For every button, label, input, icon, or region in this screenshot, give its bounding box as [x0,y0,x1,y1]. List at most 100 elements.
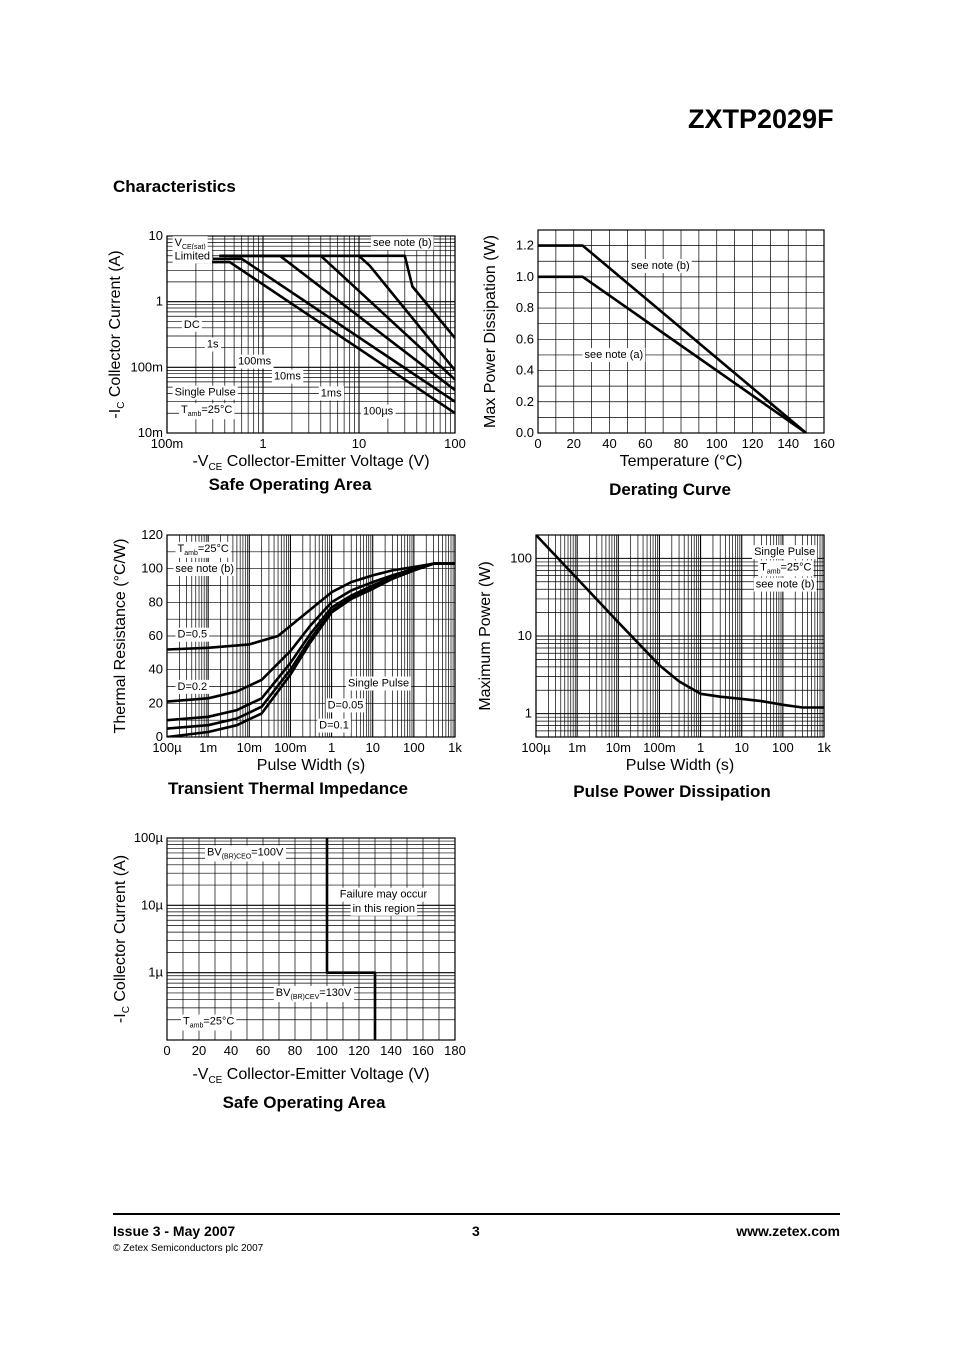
derating-x-tick-label-1: 20 [567,436,581,451]
derating-y-tick-label-6: 1.2 [516,238,534,253]
soa2-annotation-3: BV(BR)CEV=130V [273,986,355,1003]
thermal-x-tick-label-1: 1m [199,740,217,755]
soa1-annotation-10: Tamb=25°C [179,403,235,420]
soa1-y-tick-label-0: 10m [138,425,163,440]
derating-series-line-0 [538,244,807,433]
soa1-annotation-1: Limited [172,249,213,264]
soa1-y-tick-label-2: 1 [156,294,163,309]
derating-x-tick-label-6: 120 [742,436,764,451]
soa1-annotation-text-3: DC [184,319,200,331]
pulse-x-tick-label-6: 100 [772,740,794,755]
thermal-y-tick-label-4: 80 [149,594,163,609]
soa2-annotation-text-1: Failure may occur [340,889,428,901]
pulse-x-tick-label-1: 1m [568,740,586,755]
thermal-annotation-3: D=0.2 [175,679,210,694]
pulse-annotation-2: see note (b) [753,577,817,592]
soa2-y-tick-label-0: 1µ [148,965,163,980]
thermal-annotation-text-3: D=0.2 [178,681,208,693]
pulse-x-tick-label-7: 1k [817,740,831,755]
soa2-x-axis-title: -VCE Collector-Emitter Voltage (V) [192,1066,429,1086]
thermal-annotation-2: D=0.5 [175,627,210,642]
pulse-annotation-1: Tamb=25°C [758,560,814,577]
soa1-x-tick-label-2: 10 [352,436,366,451]
thermal-x-tick-label-0: 100µ [152,740,182,755]
thermal-x-tick-label-5: 10 [365,740,379,755]
footer-page-number: 3 [472,1223,480,1239]
thermal-y-tick-label-0: 0 [156,729,163,744]
soa1-annotation-6: 10ms [271,369,304,384]
soa1-annotation-2: see note (b) [371,236,434,251]
soa1-plot-frame [166,235,456,434]
derating-x-tick-label-4: 80 [674,436,688,451]
pulse-y-tick-label-0: 1 [525,706,532,721]
soa1-annotation-0: VCE(sat) [172,236,208,253]
derating-plot-frame [537,229,825,434]
pulse-x-tick-label-0: 100µ [521,740,551,755]
pulse-series-line-0 [536,535,824,709]
derating-y-tick-label-0: 0.0 [516,425,534,440]
thermal-annotation-text-5: D=0.05 [328,699,364,711]
thermal-series-line-0 [167,562,455,651]
derating-x-tick-label-5: 100 [706,436,728,451]
thermal-annotation-text-6: D=0.1 [319,720,349,732]
thermal-annotation-text-0: Tamb=25°C [178,543,229,557]
soa2-annotation-1: Failure may occur [337,887,430,902]
thermal-annotation-text-2: D=0.5 [178,629,208,641]
soa2-x-tick-label-4: 80 [288,1043,302,1058]
soa1-y-tick-label-3: 10 [149,228,163,243]
thermal-y-tick-label-2: 40 [149,662,163,677]
derating-x-tick-label-0: 0 [534,436,541,451]
soa1-annotation-4: 1s [204,337,221,352]
derating-annotation-0: see note (b) [628,259,692,274]
soa1-annotation-8: 100µs [360,404,396,419]
soa1-annotation-text-1: Limited [175,250,210,262]
soa2-annotation-4: Tamb=25°C [181,1014,237,1031]
soa1-annotation-text-6: 10ms [274,371,301,383]
pulse-x-tick-label-2: 10m [606,740,631,755]
derating-x-tick-label-3: 60 [638,436,652,451]
derating-x-tick-label-8: 160 [813,436,835,451]
soa1-y-tick-label-1: 100m [130,359,163,374]
derating-y-tick-label-5: 1.0 [516,269,534,284]
thermal-y-tick-label-5: 100 [141,561,163,576]
soa1-annotation-text-7: 1ms [321,387,342,399]
soa2-x-tick-label-1: 20 [192,1043,206,1058]
caption-pulse-power-dissipation: Pulse Power Dissipation [573,782,771,801]
soa2-annotation-0: BV(BR)CEO=100V [205,845,287,862]
derating-y-tick-label-3: 0.6 [516,331,534,346]
soa2-x-tick-label-9: 180 [444,1043,466,1058]
footer-divider [113,1213,840,1215]
thermal-x-tick-label-7: 1k [448,740,462,755]
soa2-annotation-text-2: in this region [353,903,415,915]
soa1-x-axis-title: -VCE Collector-Emitter Voltage (V) [192,453,429,473]
thermal-annotation-text-4: Single Pulse [348,678,409,690]
derating-series-line-1 [538,275,807,433]
pulse-x-tick-label-5: 10 [734,740,748,755]
caption-safe-operating-area-2: Safe Operating Area [222,1093,386,1112]
soa2-annotation-2: in this region [350,901,417,916]
pulse-annotation-0: Single Pulse [752,545,818,560]
soa1-annotation-text-8: 100µs [363,406,394,418]
thermal-y-tick-label-6: 120 [141,527,163,542]
soa2-x-tick-label-8: 160 [412,1043,434,1058]
soa2-y-tick-label-1: 10µ [141,897,163,912]
soa2-x-tick-label-3: 60 [256,1043,270,1058]
thermal-annotation-6: D=0.1 [317,718,351,733]
pulse-x-tick-label-4: 1 [697,740,704,755]
derating-y-tick-label-4: 0.8 [516,300,534,315]
derating-annotation-text-0: see note (b) [631,260,690,272]
derating-annotation-text-1: see note (a) [584,349,643,361]
thermal-x-tick-label-2: 10m [237,740,262,755]
derating-x-tick-label-7: 140 [777,436,799,451]
thermal-x-tick-label-3: 100m [274,740,307,755]
caption-safe-operating-area-1: Safe Operating Area [208,475,372,494]
derating-y-tick-label-2: 0.4 [516,363,534,378]
soa1-annotation-text-2: see note (b) [373,237,432,249]
part-number: ZXTP2029F [688,104,834,134]
thermal-series-line-2 [167,562,455,722]
thermal-annotation-1: see note (b) [173,562,237,577]
